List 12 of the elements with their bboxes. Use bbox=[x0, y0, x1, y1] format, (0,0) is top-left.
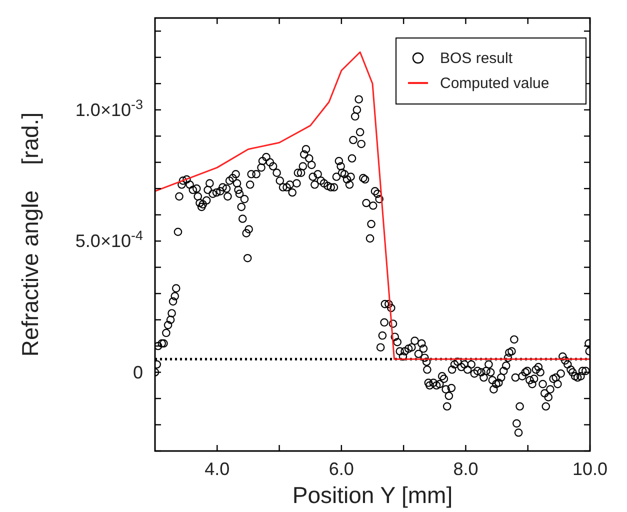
x-axis-title: Position Y [mm] bbox=[292, 482, 453, 508]
x-tick-label: 4.0 bbox=[204, 459, 230, 479]
x-tick-label: 6.0 bbox=[328, 459, 354, 479]
x-tick-label: 10.0 bbox=[572, 459, 608, 479]
line-series bbox=[155, 51, 590, 360]
y-tick-label: 0 bbox=[132, 362, 143, 382]
x-tick-label: 8.0 bbox=[453, 459, 478, 479]
legend-label: Computed value bbox=[440, 75, 550, 92]
y-tick-label: 5.0×10$^{-4}$ bbox=[75, 228, 144, 252]
y-tick-label: 1.0×10$^{-3}$ bbox=[75, 96, 143, 120]
y-axis-title: Refractive angle [rad.] bbox=[17, 112, 43, 357]
legend-label: BOS result bbox=[440, 50, 514, 67]
